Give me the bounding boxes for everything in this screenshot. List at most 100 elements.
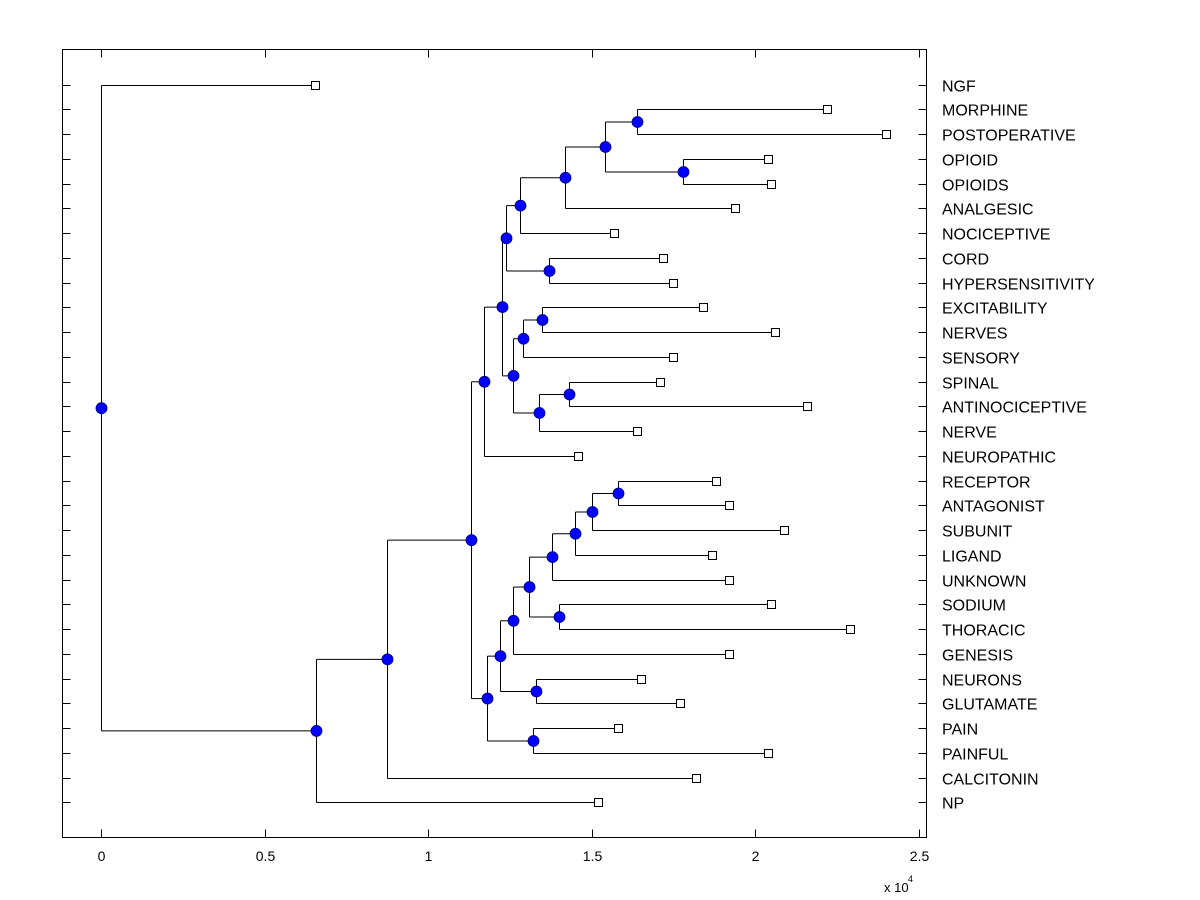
leaf-label: NERVES xyxy=(942,326,1008,343)
leaf-label: POSTOPERATIVE xyxy=(942,128,1076,145)
internal-node xyxy=(553,611,566,623)
leaf-marker xyxy=(767,180,776,189)
internal-node xyxy=(546,551,559,564)
leaf-label: NGF xyxy=(942,79,976,96)
leaf-label: UNKNOWN xyxy=(942,574,1026,591)
internal-node xyxy=(494,650,507,663)
x-tick-labels: 0 0.5 1 1.5 2 2.5 xyxy=(98,848,930,864)
internal-node xyxy=(496,301,509,313)
internal-node xyxy=(95,402,108,415)
leaf-label: SPINAL xyxy=(942,376,999,393)
leaf-label: NERVE xyxy=(942,425,997,442)
leaf-marker xyxy=(669,279,678,288)
leaf-label: NEUROPATHIC xyxy=(942,450,1056,467)
internal-node xyxy=(530,685,543,698)
leaf-marker xyxy=(780,526,789,535)
internal-node xyxy=(481,692,494,705)
internal-node xyxy=(612,487,625,500)
leaf-marker xyxy=(692,774,701,783)
leaf-label: ANTINOCICEPTIVE xyxy=(942,400,1087,417)
x-tick-label: 2.5 xyxy=(910,848,930,864)
leaf-marker xyxy=(764,749,773,758)
x-tick-label: 2 xyxy=(752,848,760,864)
leaf-marker xyxy=(594,798,603,807)
leaf-marker xyxy=(574,452,583,461)
leaf-label: ANTAGONIST xyxy=(942,499,1045,516)
leaf-marker xyxy=(712,477,721,486)
internal-node xyxy=(523,581,536,593)
leaf-label: SUBUNIT xyxy=(942,524,1012,541)
leaf-marker xyxy=(311,81,320,90)
leaf-marker xyxy=(659,254,668,263)
leaf-label: ANALGESIC xyxy=(942,202,1034,219)
leaf-marker xyxy=(676,699,685,708)
leaf-marker xyxy=(699,303,708,312)
leaf-label: NOCICEPTIVE xyxy=(942,227,1050,244)
internal-node xyxy=(563,388,576,401)
leaf-marker xyxy=(633,427,642,436)
internal-node xyxy=(533,407,546,419)
leaf-label: RECEPTOR xyxy=(942,475,1031,492)
internal-node xyxy=(310,725,323,737)
leaf-labels: NGF MORPHINE POSTOPERATIVE OPIOID OPIOIDS ANA… xyxy=(942,79,1095,813)
internal-node xyxy=(569,527,582,540)
leaf-label: PAIN xyxy=(942,722,978,739)
x-multiplier-exponent: 4 xyxy=(908,874,913,884)
x-tick-label: 0.5 xyxy=(256,848,276,864)
leaf-label: LIGAND xyxy=(942,549,1002,566)
leaf-label: SODIUM xyxy=(942,598,1006,615)
leaf-label: OPIOID xyxy=(942,153,998,170)
plot-area xyxy=(62,49,927,838)
leaf-marker xyxy=(614,724,623,733)
x-tick-label: 0 xyxy=(98,848,106,864)
internal-node xyxy=(599,141,612,153)
leaf-label: SENSORY xyxy=(942,351,1020,368)
leaf-label: GENESIS xyxy=(942,648,1013,665)
leaf-marker xyxy=(767,600,776,609)
internal-node xyxy=(543,265,556,277)
internal-node xyxy=(536,314,549,326)
internal-node xyxy=(631,116,644,128)
internal-node xyxy=(507,369,520,382)
x-tick-label: 1.5 xyxy=(583,848,603,864)
leaf-marker xyxy=(725,650,734,659)
leaf-markers xyxy=(311,81,891,807)
internal-node xyxy=(527,735,540,747)
leaf-marker xyxy=(725,501,734,510)
internal-node xyxy=(514,199,527,212)
leaf-label: NEURONS xyxy=(942,673,1022,690)
leaf-marker xyxy=(846,625,855,634)
internal-node xyxy=(677,166,690,178)
leaf-label: MORPHINE xyxy=(942,103,1028,120)
leaf-marker xyxy=(637,675,646,684)
leaf-marker xyxy=(731,204,740,213)
leaf-marker xyxy=(771,328,780,337)
internal-node xyxy=(381,653,394,666)
leaf-marker xyxy=(882,130,891,139)
leaf-marker xyxy=(803,402,812,411)
internal-node xyxy=(500,232,513,245)
internal-node xyxy=(517,332,530,345)
x-multiplier-label: x 10 xyxy=(884,880,909,895)
leaf-label: NP xyxy=(942,796,964,813)
internal-node xyxy=(478,375,491,388)
leaf-label: GLUTAMATE xyxy=(942,697,1037,714)
internal-nodes xyxy=(95,116,690,747)
leaf-marker xyxy=(725,576,734,585)
leaf-label: OPIOIDS xyxy=(942,178,1009,195)
internal-node xyxy=(465,534,478,547)
leaf-marker xyxy=(823,105,832,114)
leaf-marker xyxy=(656,378,665,387)
leaf-label: THORACIC xyxy=(942,623,1026,640)
dendrogram-links xyxy=(101,85,887,803)
leaf-marker xyxy=(669,353,678,362)
leaf-label: CORD xyxy=(942,252,989,269)
leaf-label: CALCITONIN xyxy=(942,772,1039,789)
leaf-label: HYPERSENSITIVITY xyxy=(942,277,1095,294)
axis-ticks xyxy=(62,49,927,838)
leaf-marker xyxy=(708,551,717,560)
leaf-label: EXCITABILITY xyxy=(942,301,1048,318)
leaf-label: PAINFUL xyxy=(942,747,1008,764)
internal-node xyxy=(586,506,599,518)
